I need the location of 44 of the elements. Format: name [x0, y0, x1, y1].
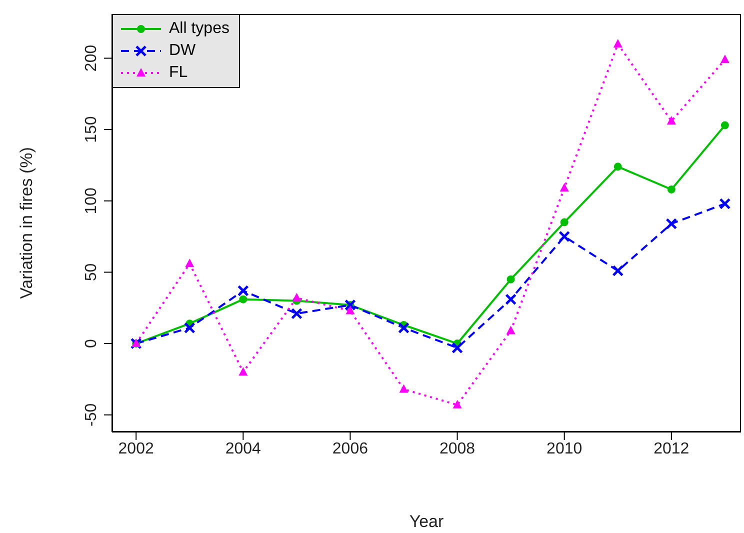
- point: [720, 54, 730, 64]
- point: [612, 265, 624, 277]
- y-tick-label: 50: [83, 263, 100, 282]
- point: [614, 162, 622, 171]
- x-tick-label: 2012: [654, 440, 690, 458]
- point: [290, 308, 302, 320]
- point: [720, 121, 729, 130]
- y-tick-label: 0: [83, 339, 100, 348]
- y-axis-title: Variation in fires (%): [17, 147, 36, 299]
- point: [719, 198, 731, 210]
- point: [239, 295, 248, 304]
- x-tick-label: 2004: [225, 440, 262, 458]
- point: [346, 306, 355, 314]
- point: [560, 218, 568, 226]
- x-axis-title: Year: [409, 512, 444, 531]
- point: [399, 384, 408, 393]
- point: [667, 185, 676, 194]
- legend-label: All types: [169, 20, 230, 38]
- point: [452, 400, 462, 408]
- x-tick-label: 2008: [439, 440, 476, 458]
- point: [185, 258, 194, 268]
- point: [666, 218, 678, 230]
- point: [666, 116, 676, 124]
- point: [613, 38, 622, 48]
- point: [506, 326, 516, 334]
- point: [560, 183, 569, 192]
- point: [505, 294, 517, 306]
- x-tick-label: 2006: [332, 440, 368, 458]
- y-tick-label: 150: [83, 116, 100, 143]
- point: [558, 230, 570, 242]
- y-tick-label: 100: [83, 187, 100, 214]
- x-tick-label: 2002: [118, 440, 154, 458]
- legend-label: DW: [169, 42, 196, 60]
- point: [292, 292, 302, 302]
- point: [238, 367, 248, 376]
- x-tick-label: 2010: [546, 440, 582, 458]
- legend-label: FL: [169, 64, 188, 82]
- point: [398, 322, 410, 334]
- point: [237, 285, 249, 297]
- y-tick-label: 200: [83, 44, 100, 72]
- point: [184, 322, 196, 334]
- y-tick-label: -50: [83, 403, 100, 426]
- point: [452, 342, 464, 354]
- point: [506, 275, 515, 284]
